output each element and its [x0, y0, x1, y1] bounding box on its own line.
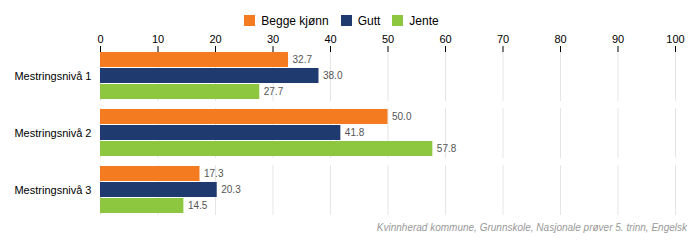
- svg-text:80: 80: [554, 33, 566, 45]
- svg-text:Mestringsnivå 1: Mestringsnivå 1: [14, 70, 91, 82]
- svg-text:100: 100: [666, 33, 684, 45]
- svg-text:50: 50: [382, 33, 394, 45]
- html-text:Kvinnherad kommune, Grunnskole: Kvinnherad kommune, Grunnskole, Nasjonal…: [376, 222, 687, 233]
- svg-text:0: 0: [97, 33, 103, 45]
- svg-text:50.0: 50.0: [392, 111, 412, 122]
- svg-text:14.5: 14.5: [188, 200, 208, 211]
- svg-text:10: 10: [152, 33, 164, 45]
- svg-text:40: 40: [324, 33, 336, 45]
- svg-text:57.8: 57.8: [437, 143, 457, 154]
- svg-text:60: 60: [439, 33, 451, 45]
- svg-text:Mestringsnivå 2: Mestringsnivå 2: [14, 127, 91, 139]
- svg-text:32.7: 32.7: [293, 54, 313, 65]
- svg-text:20.3: 20.3: [221, 184, 241, 195]
- html-text:Jente: Jente: [409, 13, 439, 28]
- svg-text:Mestringsnivå 3: Mestringsnivå 3: [14, 184, 91, 196]
- html-text:Gutt: Gutt: [357, 13, 381, 28]
- svg-text:90: 90: [612, 33, 624, 45]
- svg-text:17.3: 17.3: [204, 168, 224, 179]
- svg-text:27.7: 27.7: [264, 86, 284, 97]
- svg-text:41.8: 41.8: [345, 127, 365, 138]
- svg-text:30: 30: [267, 33, 279, 45]
- html-text:Begge kjønn: Begge kjønn: [261, 13, 329, 28]
- svg-text:70: 70: [497, 33, 509, 45]
- svg-text:20: 20: [209, 33, 221, 45]
- svg-text:38.0: 38.0: [323, 70, 343, 81]
